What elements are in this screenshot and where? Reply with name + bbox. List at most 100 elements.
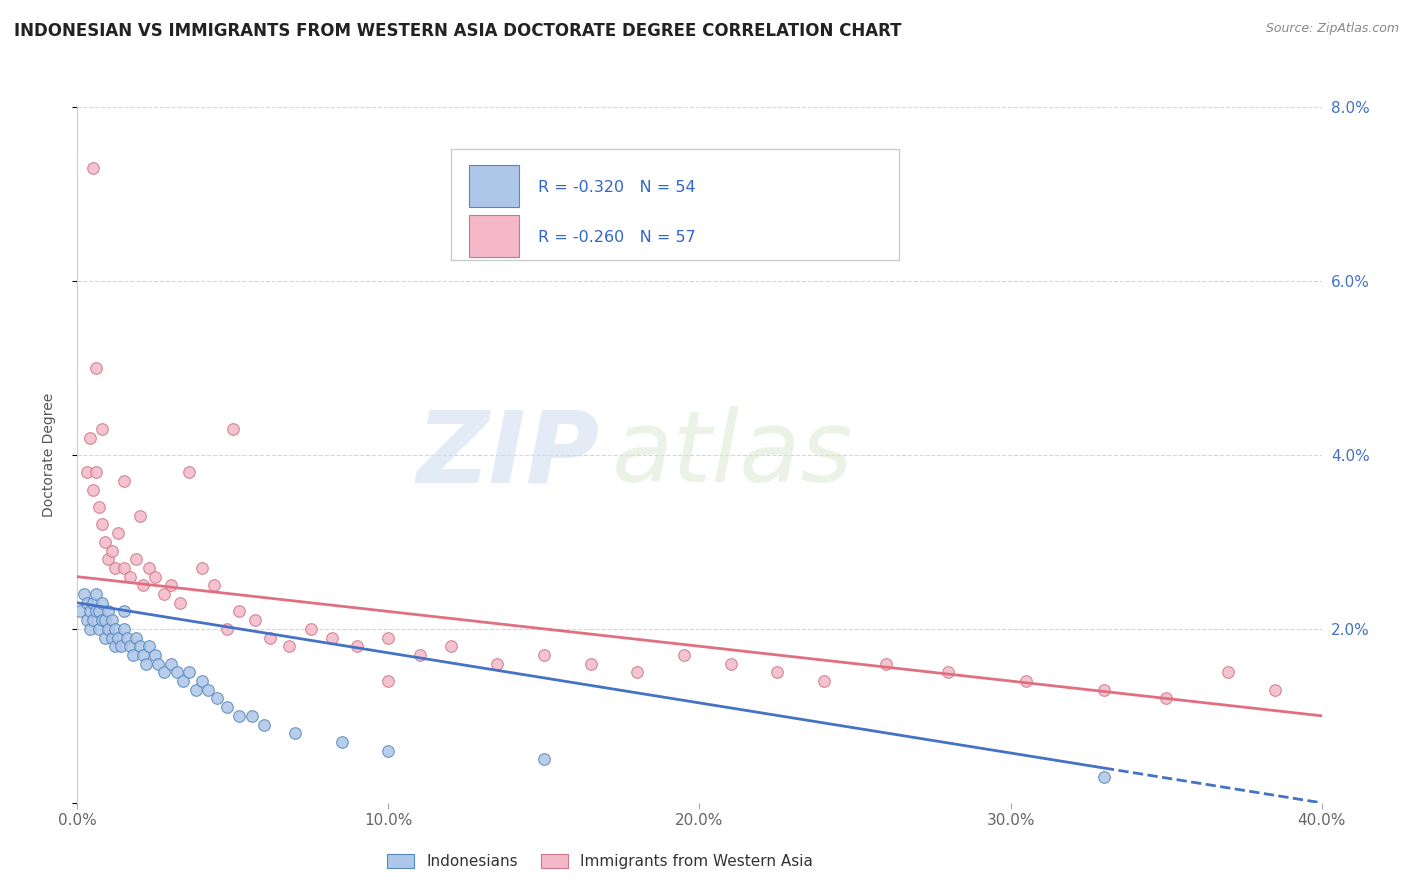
Point bbox=[128, 508, 150, 523]
Point bbox=[172, 674, 194, 689]
Point bbox=[100, 631, 122, 645]
Point bbox=[626, 665, 648, 680]
Point bbox=[100, 613, 122, 627]
Point bbox=[179, 466, 201, 480]
Point bbox=[938, 665, 960, 680]
Point bbox=[72, 587, 94, 601]
Point bbox=[1092, 682, 1115, 697]
Point bbox=[240, 708, 263, 723]
Point bbox=[125, 552, 148, 566]
Text: INDONESIAN VS IMMIGRANTS FROM WESTERN ASIA DOCTORATE DEGREE CORRELATION CHART: INDONESIAN VS IMMIGRANTS FROM WESTERN AS… bbox=[14, 22, 901, 40]
Point bbox=[112, 474, 135, 488]
Point bbox=[94, 535, 117, 549]
Point bbox=[91, 613, 114, 627]
Point bbox=[107, 631, 129, 645]
Point bbox=[135, 657, 157, 671]
Point bbox=[110, 639, 132, 653]
Point bbox=[377, 744, 399, 758]
Point bbox=[76, 466, 98, 480]
Point bbox=[228, 605, 250, 619]
Point bbox=[69, 605, 91, 619]
Point bbox=[94, 631, 117, 645]
Point bbox=[228, 708, 250, 723]
Point bbox=[321, 631, 343, 645]
Point bbox=[377, 631, 399, 645]
Point bbox=[191, 674, 214, 689]
Text: R = -0.260   N = 57: R = -0.260 N = 57 bbox=[537, 230, 696, 245]
FancyBboxPatch shape bbox=[470, 215, 519, 257]
Y-axis label: Doctorate Degree: Doctorate Degree bbox=[42, 392, 56, 517]
Point bbox=[104, 622, 127, 636]
Point bbox=[202, 578, 225, 592]
Point bbox=[191, 561, 214, 575]
Point bbox=[533, 752, 555, 766]
Point bbox=[284, 726, 307, 740]
Point bbox=[91, 422, 114, 436]
Point bbox=[253, 717, 276, 731]
Point bbox=[1015, 674, 1038, 689]
Point bbox=[84, 605, 107, 619]
Text: ZIP: ZIP bbox=[418, 407, 600, 503]
Point bbox=[766, 665, 789, 680]
Point bbox=[1154, 691, 1177, 706]
Point bbox=[112, 622, 135, 636]
Point bbox=[875, 657, 897, 671]
Point bbox=[131, 578, 153, 592]
Point bbox=[672, 648, 695, 662]
Point bbox=[143, 570, 166, 584]
Point bbox=[215, 622, 238, 636]
Point bbox=[87, 622, 110, 636]
Point bbox=[813, 674, 835, 689]
Point bbox=[222, 422, 245, 436]
Point bbox=[122, 648, 145, 662]
Point bbox=[486, 657, 509, 671]
Point bbox=[82, 161, 104, 175]
Legend: Indonesians, Immigrants from Western Asia: Indonesians, Immigrants from Western Asi… bbox=[381, 847, 820, 875]
Point bbox=[159, 657, 181, 671]
Point bbox=[82, 596, 104, 610]
Point bbox=[131, 648, 153, 662]
Point bbox=[330, 735, 353, 749]
Point bbox=[128, 639, 150, 653]
Point bbox=[169, 596, 191, 610]
Point bbox=[82, 613, 104, 627]
Point bbox=[84, 360, 107, 375]
Point bbox=[215, 700, 238, 714]
FancyBboxPatch shape bbox=[470, 165, 519, 207]
Text: R = -0.320   N = 54: R = -0.320 N = 54 bbox=[537, 180, 696, 195]
Point bbox=[143, 648, 166, 662]
Point bbox=[259, 631, 281, 645]
Point bbox=[197, 682, 219, 697]
Text: atlas: atlas bbox=[613, 407, 853, 503]
Point bbox=[1092, 770, 1115, 784]
Point bbox=[579, 657, 602, 671]
Point bbox=[120, 639, 142, 653]
Point bbox=[377, 674, 399, 689]
Point bbox=[159, 578, 181, 592]
Point bbox=[107, 526, 129, 541]
Point bbox=[112, 605, 135, 619]
Point bbox=[1264, 682, 1286, 697]
Point bbox=[720, 657, 742, 671]
Point bbox=[104, 561, 127, 575]
Point bbox=[97, 552, 120, 566]
Point bbox=[148, 657, 170, 671]
Point bbox=[533, 648, 555, 662]
Point bbox=[153, 665, 176, 680]
Text: Source: ZipAtlas.com: Source: ZipAtlas.com bbox=[1265, 22, 1399, 36]
Point bbox=[79, 605, 101, 619]
Point bbox=[91, 596, 114, 610]
Point bbox=[87, 500, 110, 514]
Point bbox=[408, 648, 430, 662]
Point bbox=[97, 622, 120, 636]
Point bbox=[125, 631, 148, 645]
Point bbox=[299, 622, 322, 636]
Point bbox=[76, 596, 98, 610]
Point bbox=[84, 587, 107, 601]
Point bbox=[79, 431, 101, 445]
Point bbox=[84, 466, 107, 480]
Point bbox=[184, 682, 207, 697]
Point bbox=[104, 639, 127, 653]
Point bbox=[87, 605, 110, 619]
Point bbox=[179, 665, 201, 680]
